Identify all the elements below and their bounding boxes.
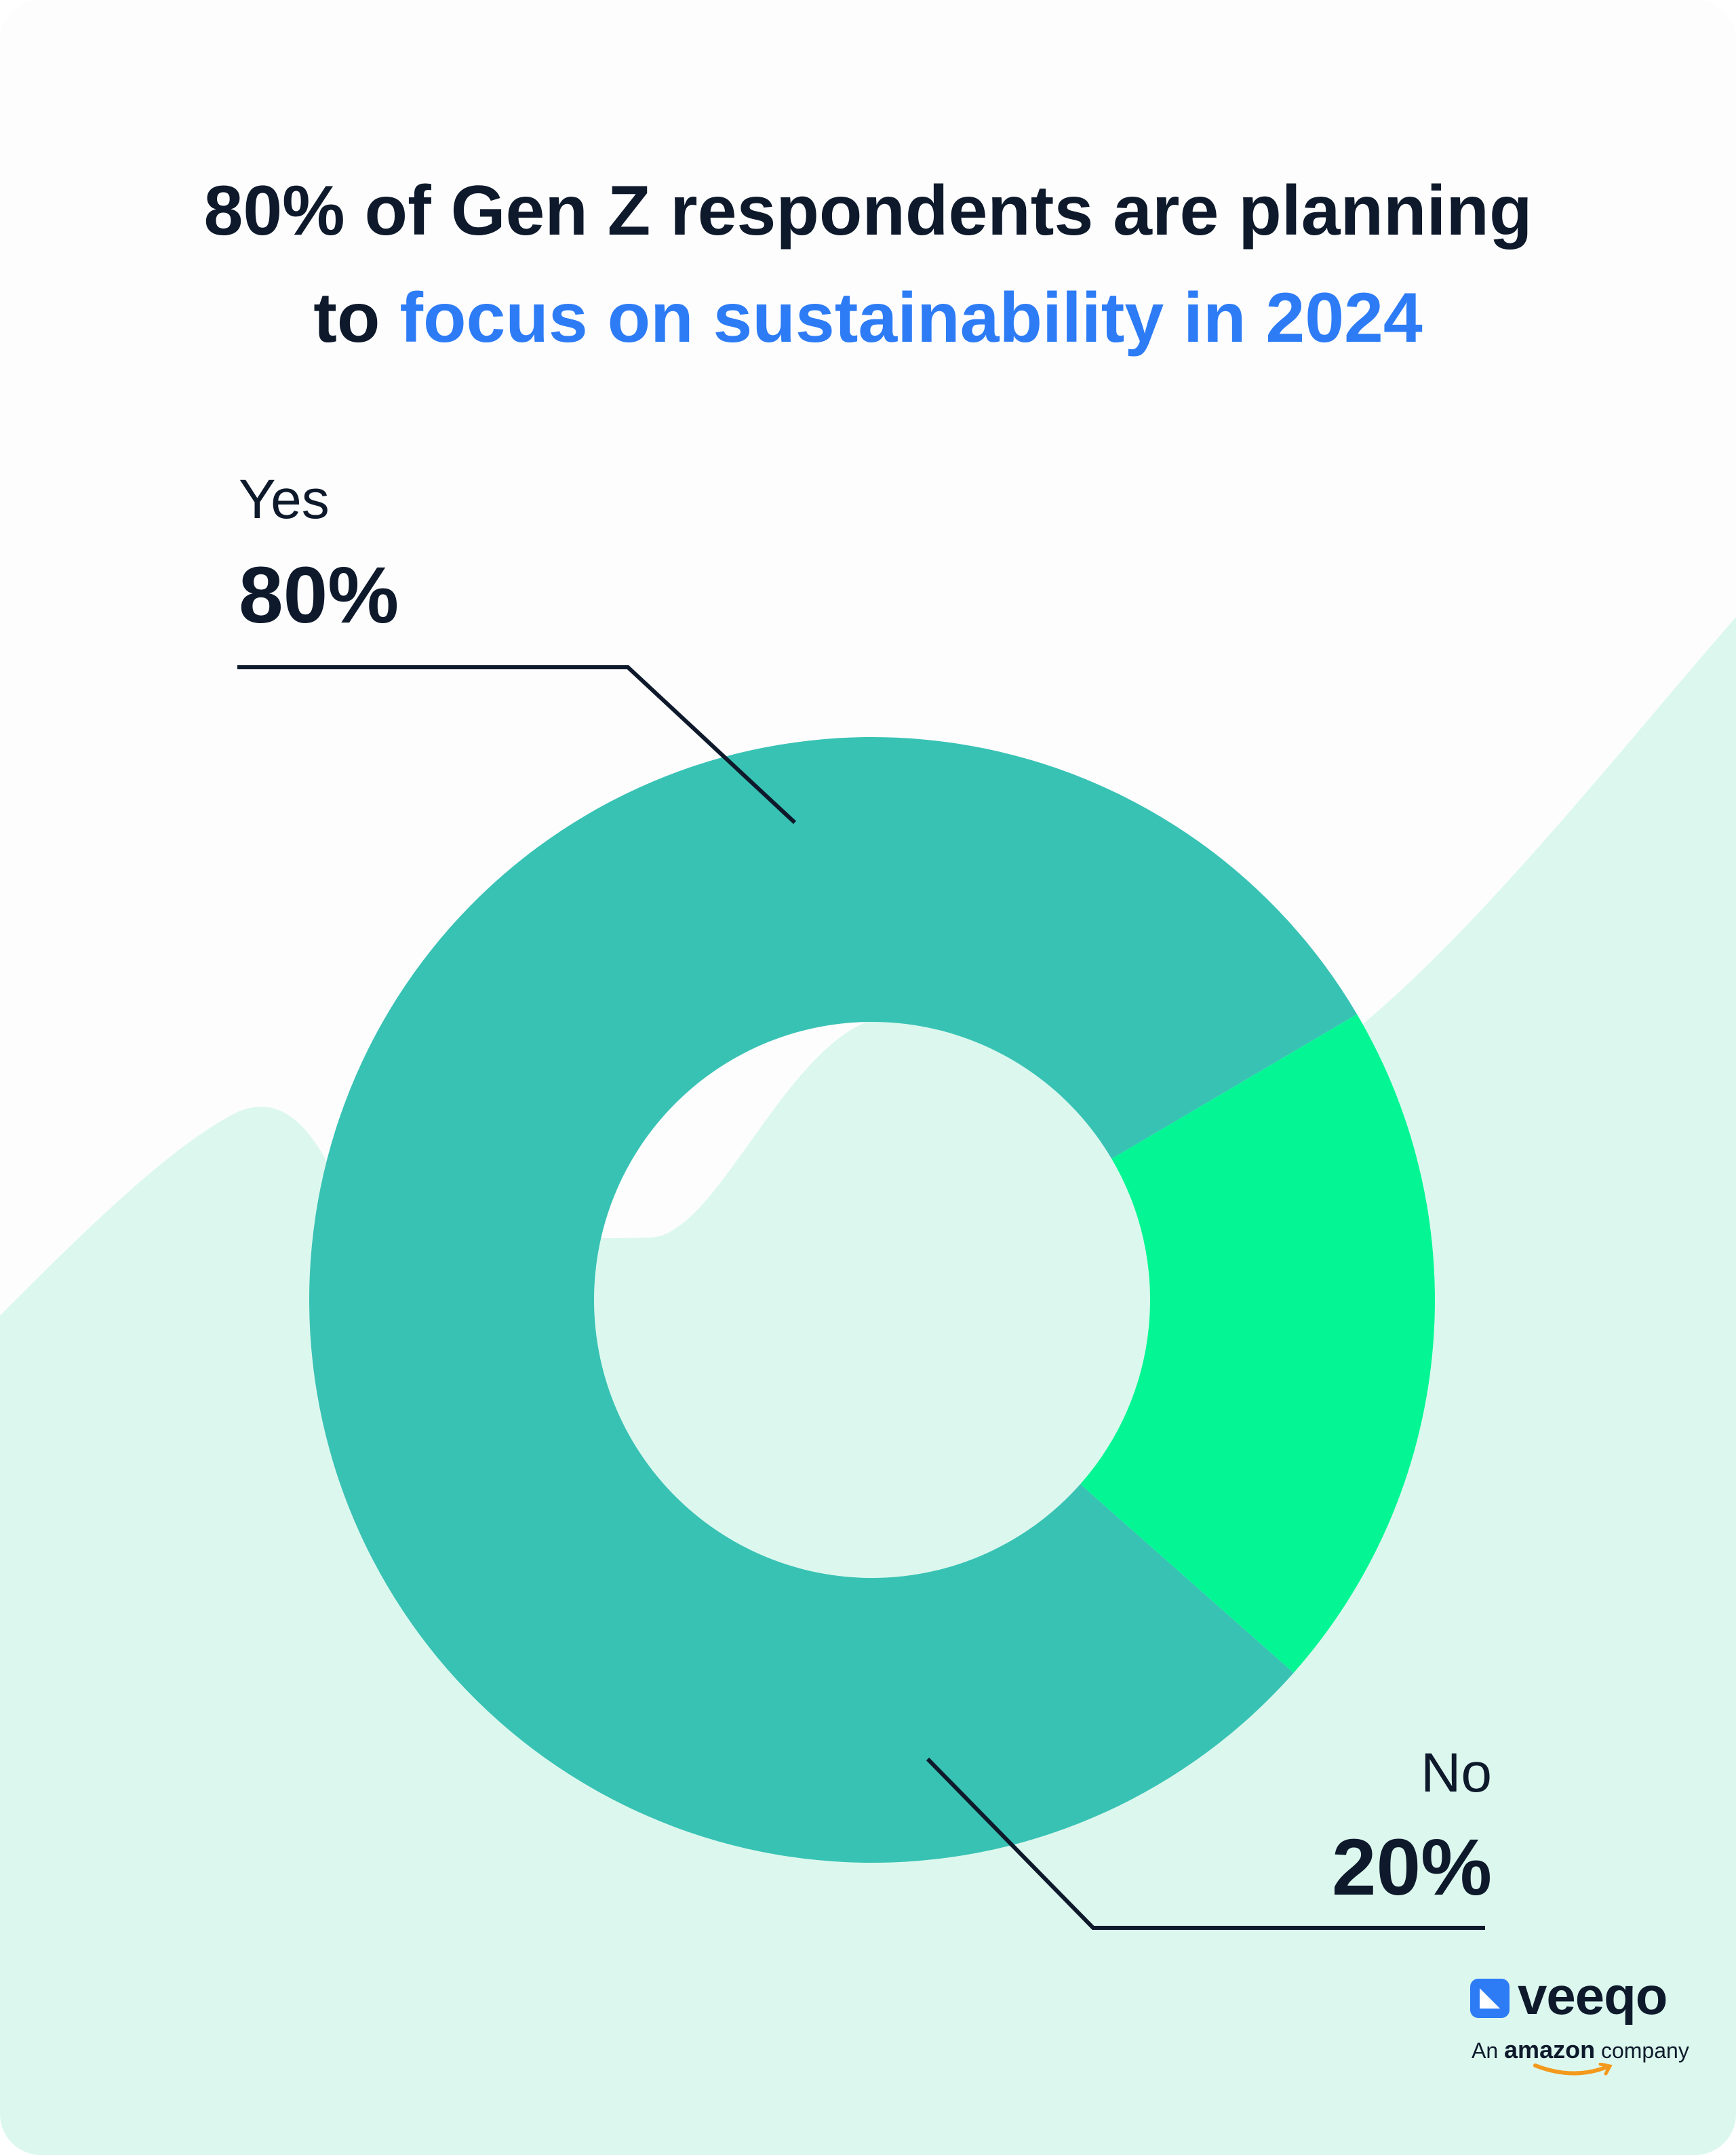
title-accent: focus on sustainability in 2024 bbox=[399, 279, 1423, 357]
veeqo-logo-icon bbox=[1470, 1979, 1510, 2018]
logo-tagline: An amazon company bbox=[1472, 2036, 1689, 2064]
title-line-2: to focus on sustainability in 2024 bbox=[0, 264, 1736, 372]
tagline-suffix: company bbox=[1595, 2038, 1689, 2063]
chart-title: 80% of Gen Z respondents are planning to… bbox=[0, 157, 1736, 372]
slice-no bbox=[1080, 1014, 1435, 1673]
title-line-1: 80% of Gen Z respondents are planning bbox=[203, 172, 1533, 250]
no-value-label: 20% bbox=[1331, 1823, 1492, 1912]
veeqo-logo: veeqo An amazon company bbox=[1470, 1966, 1689, 2083]
yes-value-label: 80% bbox=[239, 551, 399, 640]
slice-yes bbox=[309, 737, 1358, 1863]
logo-wordmark: veeqo bbox=[1518, 1966, 1668, 2025]
amazon-smile-icon bbox=[1533, 2063, 1613, 2076]
title-prefix: to bbox=[313, 279, 400, 357]
yes-category-label: Yes bbox=[239, 469, 330, 530]
leader-line-no bbox=[926, 1757, 1485, 1930]
no-category-label: No bbox=[1421, 1742, 1492, 1804]
tagline-prefix: An bbox=[1472, 2038, 1505, 2063]
tagline-brand: amazon bbox=[1504, 2036, 1596, 2063]
leader-line-yes bbox=[237, 665, 797, 825]
